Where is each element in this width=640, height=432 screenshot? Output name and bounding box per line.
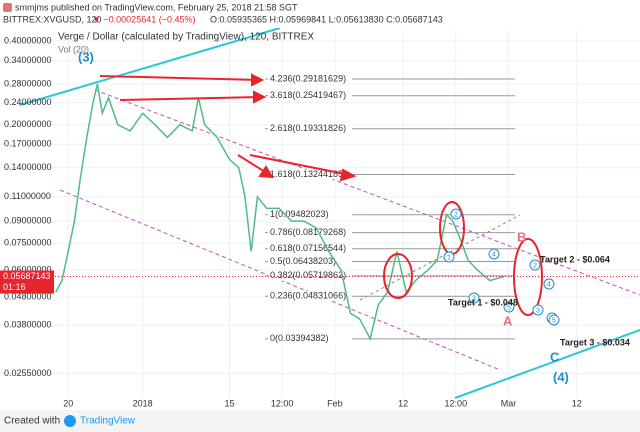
y-tick-label: 0.09000000 (4, 215, 52, 225)
fib-label: 0.236(0.04831066) (270, 291, 346, 301)
trend-line (19, 27, 281, 106)
y-tick-label: 0.06000000 (4, 264, 52, 274)
x-tick-label: 12:00 (271, 398, 294, 408)
wave-mark-circle (450, 208, 462, 220)
x-tick-label: 12:00 (445, 398, 468, 408)
y-tick-label: 0.14000000 (4, 162, 52, 172)
target-label: Target 1 - $0.048 (448, 297, 518, 307)
wave-mark: 3 (472, 295, 476, 302)
y-tick-label: 0.03800000 (4, 320, 52, 330)
publisher: smmjms published on TradingView.com, Feb… (15, 2, 298, 12)
wave-mark: 2 (454, 211, 458, 218)
fib-label: 0.382(0.05719862) (270, 270, 346, 280)
x-tick-label: 12 (398, 398, 408, 408)
fib-label: 1(0.09482023) (270, 209, 329, 219)
x-tick-label: 20 (63, 398, 73, 408)
fib-label-bg (268, 291, 352, 302)
wave-mark: 5 (552, 317, 556, 324)
wave-mark: 1 (447, 254, 451, 261)
wave-mark: 4 (492, 251, 496, 258)
y-tick-label: 0.04800000 (4, 291, 52, 301)
x-tick-label: 15 (224, 398, 234, 408)
avatar (3, 3, 12, 12)
wave-mark-circle (443, 251, 455, 263)
y-tick-label: 0.02550000 (4, 368, 52, 378)
fib-label: 4.236(0.29181629) (270, 73, 346, 83)
target-label: Target 2 - $0.064 (540, 254, 610, 264)
wave-label: (3) (78, 49, 94, 64)
header-bg (0, 0, 640, 28)
chart-title: Verge / Dollar (calculated by TradingVie… (58, 32, 314, 43)
wave-mark-circle (488, 248, 500, 260)
ohlc: O:0.05935365 H:0.05969841 L:0.05613830 C… (210, 14, 443, 24)
symbol: BITTREX:XVGUSD, 120 (3, 14, 102, 24)
chart-subtitle: Vol (20) (58, 44, 89, 54)
last-price-label: 0.05687143 (3, 271, 51, 281)
logo (64, 415, 76, 427)
x-tick-label: 2018 (133, 398, 153, 408)
footer-brand[interactable]: TradingView (80, 416, 136, 427)
y-tick-label: 0.28000000 (4, 78, 52, 88)
last-price-badge (0, 270, 54, 294)
axes: 0.40000000 0.34000000 0.28000000 0.24000000… (0, 35, 640, 408)
x-tick-label: Feb (327, 398, 343, 408)
fib-label-bg (268, 123, 352, 134)
wave-label: B (517, 229, 526, 244)
target-label: Target 3 - $0.034 (560, 337, 630, 347)
wave-mark: 4 (547, 281, 551, 288)
fib-label: 0.618(0.07156544) (270, 243, 346, 253)
price-change: ▼ −0.00025641 (−0.45%) (92, 14, 195, 24)
wave-mark: 2 (533, 262, 537, 269)
y-tick-label: 0.11000000 (4, 191, 51, 201)
fib-label-bg (268, 333, 352, 344)
countdown: 01:16 (3, 282, 26, 292)
wave-mark-circle (529, 259, 541, 271)
y-tick-label: 0.07500000 (4, 237, 52, 247)
fib-label-bg (268, 243, 352, 254)
fib-levels: 4.236(0.29181629) 3.618(0.25419467) 2.618(… (265, 73, 515, 344)
fib-label: 3.618(0.25419467) (270, 90, 346, 100)
channel-line (94, 89, 640, 296)
wave-mark-circle (543, 278, 555, 290)
channel-line (359, 214, 521, 301)
wave-mark-circle (548, 314, 560, 326)
wave-marks: 1234512345 (443, 208, 560, 326)
fib-label: 2.618(0.19331826) (270, 123, 346, 133)
wave-mark: 5 (507, 304, 511, 311)
footer-bg (0, 410, 640, 432)
fib-label-bg (268, 256, 352, 267)
fib-label-bg (268, 74, 352, 85)
fib-label: 0.5(0.06438203) (270, 256, 336, 266)
plot (55, 83, 505, 341)
y-tick-label: 0.24000000 (4, 97, 52, 107)
wave-mark: 3 (536, 307, 540, 314)
x-tick-label: Mar (501, 398, 517, 408)
channel-line (59, 189, 501, 371)
x-tick-label: 12 (572, 398, 582, 408)
fib-label-bg (268, 227, 352, 238)
arrows (99, 73, 357, 182)
footer-text: Created with (4, 416, 60, 427)
wave-label: A (503, 313, 513, 328)
fib-label-bg (268, 209, 352, 220)
fib-label-bg (268, 169, 352, 180)
wave-label: C (550, 349, 560, 364)
fib-label: 0(0.03394382) (270, 333, 329, 343)
fib-label-bg (268, 90, 352, 101)
price-line (55, 83, 505, 341)
fib-label-bg (268, 270, 352, 281)
y-tick-label: 0.34000000 (4, 55, 52, 65)
trend-line (454, 329, 640, 399)
fib-label: 1.618(0.13244185) (270, 169, 346, 179)
wave-mark-circle (532, 304, 544, 316)
fib-label: 0.786(0.08179268) (270, 227, 346, 237)
y-tick-label: 0.20000000 (4, 119, 52, 129)
y-tick-label: 0.40000000 (4, 35, 52, 45)
wave-mark-circle (503, 301, 515, 313)
wave-label: (4) (553, 369, 569, 384)
y-tick-label: 0.17000000 (4, 139, 52, 149)
wave-mark-circle (468, 292, 480, 304)
